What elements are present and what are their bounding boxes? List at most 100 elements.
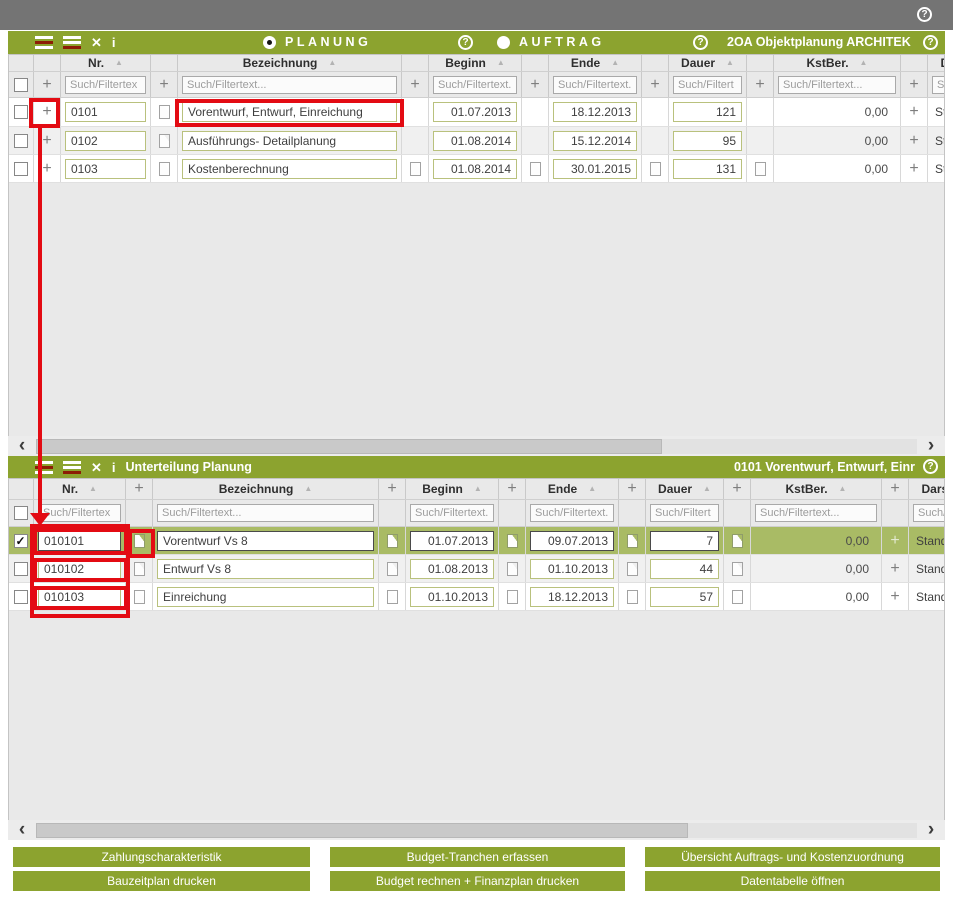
filter-nr-input[interactable] bbox=[38, 504, 121, 522]
beginn-input[interactable] bbox=[410, 530, 494, 551]
add-darst-button[interactable]: + bbox=[909, 131, 919, 149]
column-header-dauer[interactable]: Dauer ▲ bbox=[669, 54, 747, 71]
beginn-input[interactable] bbox=[410, 558, 494, 579]
add-column-button[interactable]: + bbox=[627, 479, 637, 497]
filter-bezeichnung-input[interactable] bbox=[182, 75, 397, 94]
ende-input[interactable] bbox=[553, 102, 637, 122]
select-all-checkbox[interactable] bbox=[13, 77, 28, 92]
menu-stripes-icon-2[interactable] bbox=[63, 36, 81, 49]
add-column-button[interactable]: + bbox=[410, 75, 420, 93]
info-icon[interactable]: i bbox=[111, 35, 116, 50]
document-icon[interactable] bbox=[386, 589, 398, 604]
column-header-bezeichnung[interactable]: Bezeichnung ▲ bbox=[178, 54, 402, 71]
document-icon[interactable] bbox=[529, 161, 541, 176]
menu-stripes-icon-2[interactable] bbox=[63, 460, 81, 474]
ende-input[interactable] bbox=[530, 530, 614, 551]
dauer-input[interactable] bbox=[673, 102, 742, 122]
document-icon[interactable] bbox=[731, 561, 743, 576]
dauer-input[interactable] bbox=[673, 158, 742, 179]
column-header-dauer[interactable]: Dauer ▲ bbox=[646, 478, 724, 499]
nr-input[interactable] bbox=[65, 130, 146, 151]
ende-input[interactable] bbox=[530, 558, 614, 579]
filter-kstber-input[interactable] bbox=[778, 75, 896, 94]
bezeichnung-input[interactable] bbox=[182, 158, 397, 179]
add-column-button[interactable]: + bbox=[387, 479, 397, 497]
column-header-kstber[interactable]: KstBer. ▲ bbox=[751, 478, 882, 499]
dauer-input[interactable] bbox=[673, 130, 742, 151]
bezeichnung-input[interactable] bbox=[157, 586, 374, 607]
document-icon[interactable] bbox=[626, 589, 638, 604]
project-help-icon[interactable]: ? bbox=[923, 35, 938, 50]
add-column-button[interactable]: + bbox=[159, 75, 169, 93]
dauer-input[interactable] bbox=[650, 558, 719, 579]
button-zahlungscharakteristik[interactable]: Zahlungscharakteristik bbox=[13, 847, 310, 867]
column-header-ende[interactable]: Ende ▲ bbox=[549, 54, 642, 71]
beginn-input[interactable] bbox=[433, 130, 517, 151]
add-column-button[interactable]: + bbox=[890, 479, 900, 497]
add-column-button[interactable]: + bbox=[530, 75, 540, 93]
document-icon[interactable] bbox=[731, 589, 743, 604]
filter-kstber-input[interactable] bbox=[755, 504, 877, 522]
bezeichnung-input[interactable] bbox=[182, 130, 397, 151]
filter-dauer-input[interactable] bbox=[673, 75, 742, 94]
button-budget-rechnen-finanzplan-drucken[interactable]: Budget rechnen + Finanzplan drucken bbox=[330, 871, 625, 891]
nr-input[interactable] bbox=[65, 158, 146, 179]
menu-stripes-icon-1[interactable] bbox=[35, 36, 53, 49]
scroll-thumb[interactable] bbox=[36, 438, 662, 454]
filter-nr-input[interactable] bbox=[65, 75, 146, 94]
row-checkbox[interactable] bbox=[13, 105, 28, 119]
filter-beginn-input[interactable] bbox=[410, 504, 494, 522]
add-darst-button[interactable]: + bbox=[890, 559, 900, 577]
menu-stripes-icon-1[interactable] bbox=[35, 460, 53, 474]
document-icon[interactable] bbox=[158, 133, 170, 148]
document-icon[interactable] bbox=[386, 533, 398, 548]
column-header-ende[interactable]: Ende ▲ bbox=[526, 478, 619, 499]
select-all-checkbox[interactable] bbox=[13, 506, 28, 520]
filter-ende-input[interactable] bbox=[553, 75, 637, 94]
ende-input[interactable] bbox=[530, 586, 614, 607]
document-icon[interactable] bbox=[649, 161, 661, 176]
scroll-right-icon[interactable]: › bbox=[927, 435, 935, 456]
row-checkbox[interactable] bbox=[13, 589, 28, 604]
add-column-button[interactable]: + bbox=[134, 479, 144, 497]
document-icon[interactable] bbox=[133, 561, 145, 576]
beginn-input[interactable] bbox=[433, 158, 517, 179]
row-checkbox[interactable] bbox=[13, 133, 28, 148]
bezeichnung-input[interactable] bbox=[157, 558, 374, 579]
add-row-button[interactable]: + bbox=[42, 75, 52, 93]
scroll-thumb[interactable] bbox=[36, 822, 688, 838]
document-icon[interactable] bbox=[409, 161, 421, 176]
document-icon[interactable] bbox=[506, 561, 518, 576]
ende-input[interactable] bbox=[553, 158, 637, 179]
scroll-left-icon[interactable]: ‹ bbox=[18, 435, 26, 456]
beginn-input[interactable] bbox=[410, 586, 494, 607]
nr-input[interactable] bbox=[38, 530, 121, 551]
auftrag-radio-group[interactable]: AUFTRAG bbox=[497, 35, 605, 49]
radio-planung-selected[interactable] bbox=[263, 35, 276, 49]
filter-darst-input[interactable] bbox=[932, 75, 945, 94]
nr-input[interactable] bbox=[38, 558, 121, 579]
document-icon[interactable] bbox=[506, 533, 518, 548]
nr-input[interactable] bbox=[65, 102, 146, 122]
dauer-input[interactable] bbox=[650, 530, 719, 551]
document-icon[interactable] bbox=[506, 589, 518, 604]
dauer-input[interactable] bbox=[650, 586, 719, 607]
ende-input[interactable] bbox=[553, 130, 637, 151]
scroll-track[interactable] bbox=[36, 438, 917, 454]
add-column-button[interactable]: + bbox=[650, 75, 660, 93]
planung-help-icon[interactable]: ? bbox=[458, 35, 473, 50]
row-checkbox[interactable] bbox=[13, 161, 28, 176]
filter-darst-input[interactable] bbox=[913, 504, 945, 522]
column-header-darst[interactable]: Darst. bbox=[928, 54, 945, 71]
add-darst-button[interactable]: + bbox=[890, 531, 900, 549]
column-header-nr[interactable]: Nr. ▲ bbox=[61, 54, 151, 71]
column-header-beginn[interactable]: Beginn ▲ bbox=[429, 54, 522, 71]
add-column-button[interactable]: + bbox=[732, 479, 742, 497]
info-icon[interactable]: i bbox=[111, 459, 116, 475]
add-darst-button[interactable]: + bbox=[909, 103, 919, 120]
add-subrow-button[interactable]: + bbox=[42, 103, 52, 120]
add-subrow-button[interactable]: + bbox=[42, 131, 52, 149]
document-icon[interactable] bbox=[158, 161, 170, 176]
add-darst-button[interactable]: + bbox=[890, 587, 900, 605]
document-icon[interactable] bbox=[626, 561, 638, 576]
